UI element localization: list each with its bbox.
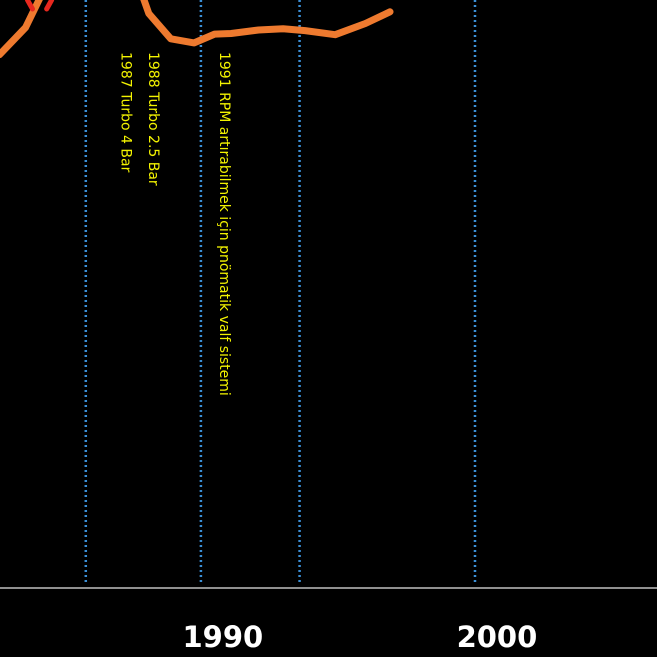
data-point	[193, 41, 196, 44]
red-segment-right	[44, 0, 55, 12]
data-point	[304, 29, 307, 32]
data-point	[169, 37, 172, 40]
data-point	[24, 26, 27, 29]
data-point	[334, 33, 337, 36]
vertical-marker-lines	[84, 0, 477, 584]
series-group	[0, 0, 394, 59]
data-point	[230, 32, 233, 35]
data-point	[389, 10, 392, 13]
annotations-group: 1987 Turbo 4 Bar 1988 Turbo 2.5 Bar 1991 R…	[117, 52, 232, 396]
data-point	[257, 28, 260, 31]
annotation-a1987: 1987 Turbo 4 Bar	[117, 52, 133, 173]
data-point	[147, 12, 150, 15]
x-axis-tick-labels: 1990 2000	[182, 620, 537, 654]
x-tick-label-1990: 1990	[182, 620, 263, 654]
data-point	[364, 22, 367, 25]
red-segment-left	[24, 0, 35, 12]
annotation-a1991: 1991 RPM artırabilmek için pnömatik valf…	[216, 52, 232, 396]
data-point	[213, 33, 216, 36]
x-tick-label-2000: 2000	[457, 620, 538, 654]
annotation-a1988: 1988 Turbo 2.5 Bar	[145, 52, 161, 186]
data-point	[282, 27, 285, 30]
